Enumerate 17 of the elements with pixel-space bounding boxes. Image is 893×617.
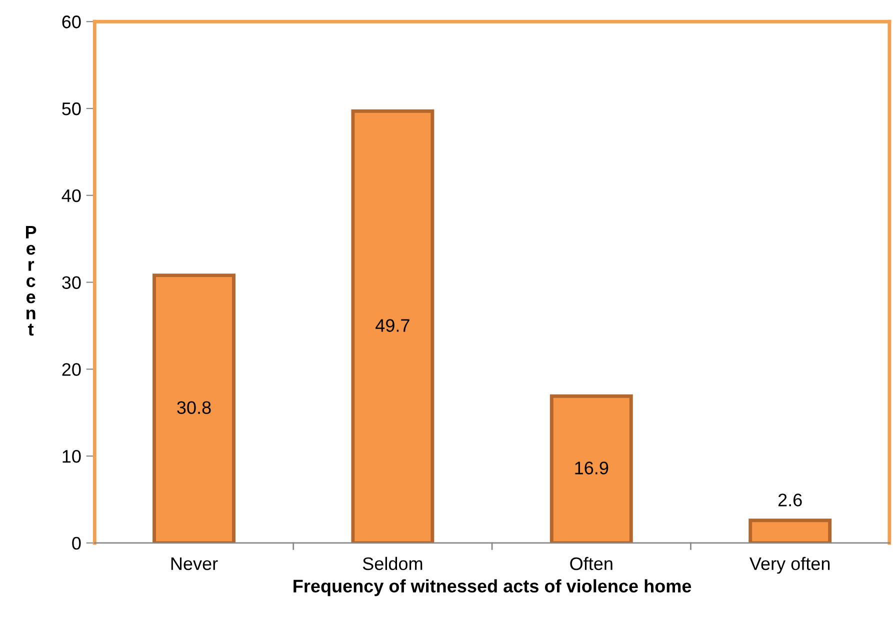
y-tick-label: 50 — [62, 102, 81, 116]
x-tick-label: Often — [570, 556, 612, 570]
y-tick-label: 0 — [72, 536, 81, 550]
y-tick-label: 30 — [62, 276, 81, 289]
y-tick-label: 10 — [62, 450, 81, 463]
y-axis-title: Percent — [26, 226, 36, 336]
data-label: 2.6 — [778, 494, 802, 506]
x-axis-title: Frequency of witnessed acts of violence home — [294, 579, 692, 596]
x-tick-label: Very often — [750, 556, 830, 574]
data-label: 16.9 — [575, 462, 608, 474]
data-label: 30.8 — [177, 401, 211, 414]
data-label: 49.7 — [376, 319, 410, 332]
x-tick-label: Seldom — [362, 556, 422, 570]
y-tick-label: 40 — [62, 189, 81, 202]
x-tick-label: Never — [171, 558, 218, 570]
y-tick-label: 60 — [62, 16, 81, 28]
y-tick-label: 20 — [62, 363, 81, 376]
